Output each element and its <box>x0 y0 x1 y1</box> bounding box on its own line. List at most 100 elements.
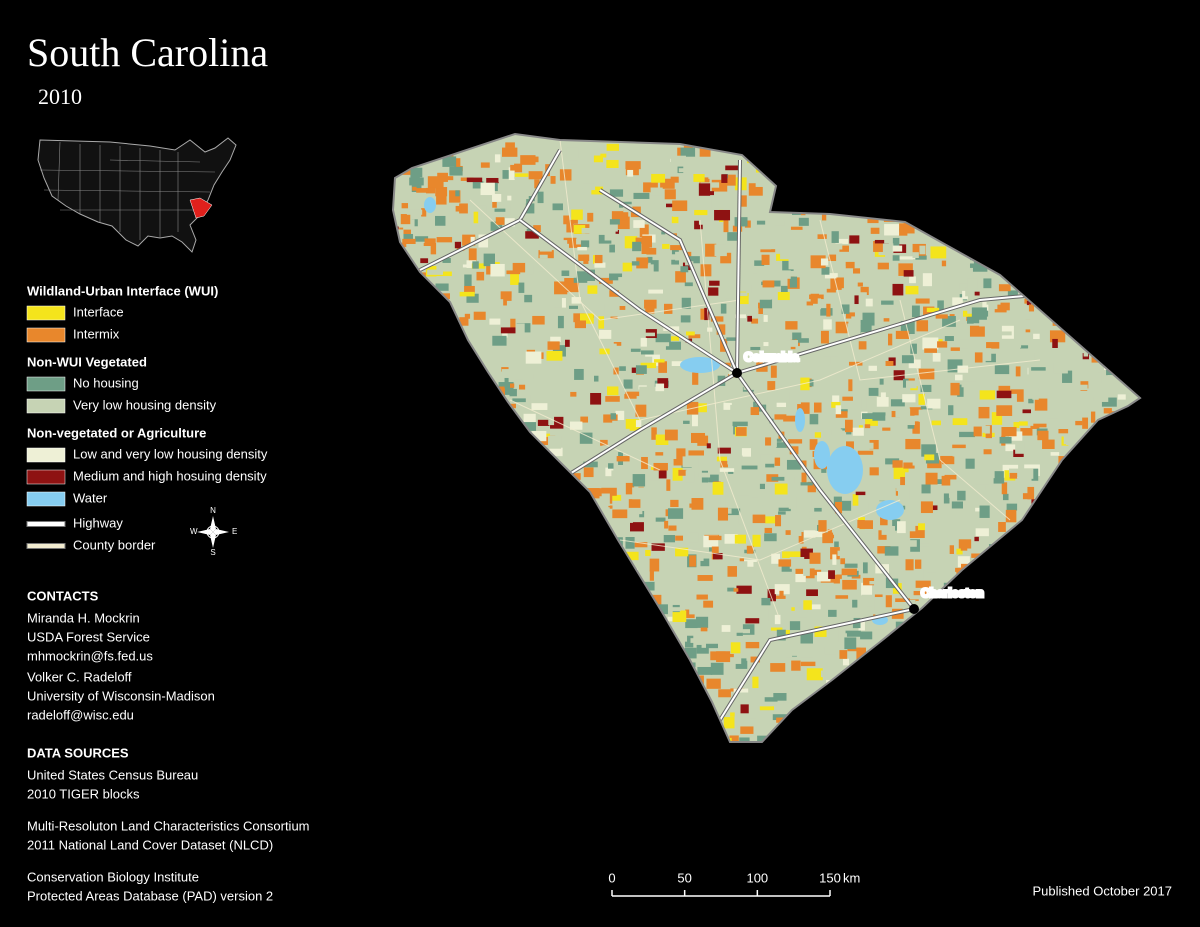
land-patch <box>490 221 503 231</box>
land-patch <box>730 404 744 411</box>
land-patch <box>1062 370 1073 383</box>
land-patch <box>685 609 690 618</box>
land-patch <box>736 585 752 594</box>
land-patch <box>671 216 679 224</box>
land-patch <box>771 553 780 564</box>
land-patch <box>650 187 663 196</box>
land-patch <box>800 652 814 658</box>
land-patch <box>613 341 622 346</box>
land-patch <box>839 650 848 659</box>
land-patch <box>818 520 827 532</box>
land-patch <box>982 301 989 311</box>
land-patch <box>790 607 795 611</box>
land-patch <box>686 256 700 264</box>
land-patch <box>727 232 738 241</box>
land-patch <box>660 178 675 189</box>
land-patch <box>696 594 708 600</box>
land-patch <box>788 521 793 525</box>
land-patch <box>492 193 502 202</box>
land-patch <box>764 527 773 534</box>
land-patch <box>632 487 648 500</box>
land-patch <box>852 599 858 608</box>
land-patch <box>944 336 954 342</box>
land-patch <box>795 565 803 575</box>
land-patch <box>671 248 679 255</box>
land-patch <box>680 147 696 157</box>
land-patch <box>914 428 920 434</box>
land-patch <box>698 472 711 478</box>
legend-swatch <box>26 327 66 343</box>
land-patch <box>510 318 516 328</box>
land-patch <box>552 345 566 357</box>
land-patch <box>867 442 874 449</box>
land-patch <box>693 174 705 182</box>
land-patch <box>959 431 975 438</box>
land-patch <box>411 219 418 227</box>
land-patch <box>891 571 900 579</box>
land-patch <box>895 330 910 339</box>
land-patch <box>686 331 695 336</box>
land-patch <box>682 500 693 512</box>
land-patch <box>599 348 610 355</box>
land-patch <box>824 645 837 655</box>
year: 2010 <box>38 84 82 109</box>
land-patch <box>643 182 658 193</box>
land-patch <box>580 416 589 423</box>
land-patch <box>684 334 701 339</box>
land-patch <box>711 182 720 188</box>
land-patch <box>689 555 697 567</box>
land-patch <box>860 533 876 537</box>
land-patch <box>998 522 1006 532</box>
land-patch <box>798 217 809 226</box>
land-patch <box>1042 439 1055 450</box>
land-patch <box>1031 367 1046 371</box>
land-patch <box>823 319 832 330</box>
water-body <box>814 441 830 469</box>
land-patch <box>914 559 922 569</box>
land-patch <box>623 517 633 523</box>
contact-line: University of Wisconsin-Madison <box>27 688 215 703</box>
land-patch <box>813 298 822 310</box>
land-patch <box>633 220 645 228</box>
land-patch <box>510 164 518 171</box>
land-patch <box>741 448 752 457</box>
land-patch <box>651 543 665 551</box>
land-patch <box>932 353 941 362</box>
land-patch <box>935 314 948 319</box>
land-patch <box>472 186 479 199</box>
land-patch <box>830 529 839 542</box>
land-patch <box>982 348 992 361</box>
land-patch <box>782 551 795 559</box>
land-patch <box>812 638 828 647</box>
land-patch <box>778 511 786 515</box>
land-patch <box>534 179 540 189</box>
land-patch <box>466 177 483 183</box>
land-patch <box>781 565 792 572</box>
land-patch <box>840 633 847 643</box>
land-patch <box>619 366 626 371</box>
land-patch <box>852 427 864 436</box>
land-patch <box>700 264 712 277</box>
land-patch <box>539 254 548 259</box>
land-patch <box>1050 452 1060 456</box>
land-patch <box>925 472 938 485</box>
land-patch <box>1022 409 1032 414</box>
land-patch <box>601 487 617 496</box>
land-patch <box>579 432 593 444</box>
land-patch <box>533 225 541 233</box>
land-patch <box>568 240 582 248</box>
land-patch <box>716 456 727 462</box>
land-patch <box>868 387 879 396</box>
land-patch <box>650 260 659 272</box>
land-patch <box>915 298 930 304</box>
land-patch <box>763 315 768 322</box>
land-patch <box>653 462 668 471</box>
land-patch <box>525 351 542 364</box>
land-patch <box>711 179 728 192</box>
land-patch <box>784 702 795 712</box>
land-patch <box>675 271 686 283</box>
land-patch <box>1022 493 1030 500</box>
land-patch <box>957 556 970 568</box>
land-patch <box>703 567 718 573</box>
land-patch <box>594 254 603 264</box>
